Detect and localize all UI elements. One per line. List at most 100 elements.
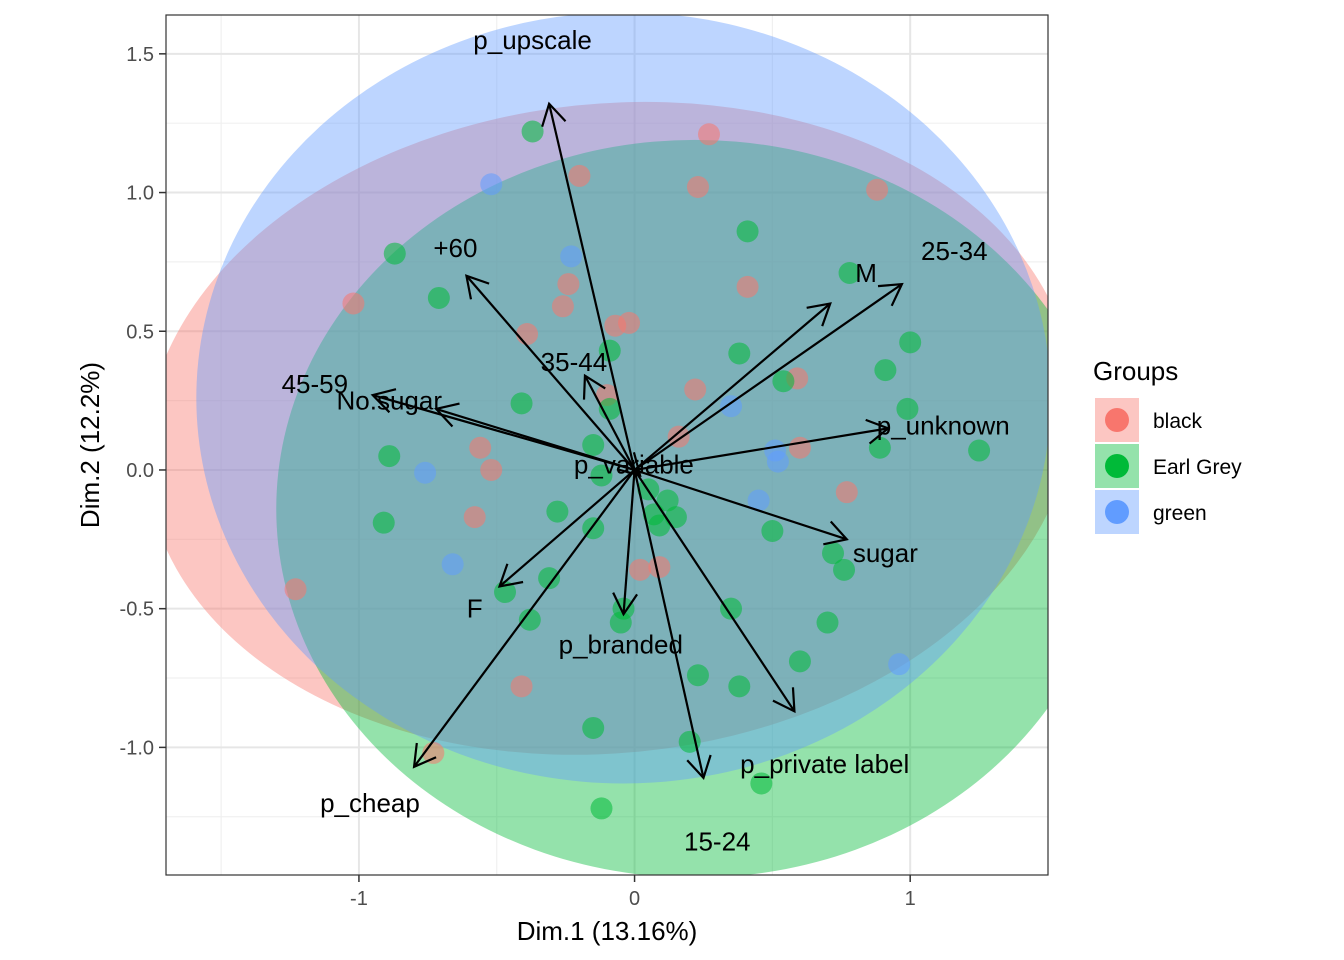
individual-points [284,120,991,820]
data-point [629,558,652,581]
data-point [868,436,891,459]
data-point [835,481,858,504]
arrow-head [865,418,891,445]
data-point [720,395,743,418]
arrow-head [686,754,712,781]
arrow-shaft [435,407,635,472]
data-point [342,292,365,315]
data-point [833,558,856,581]
legend: Groups black Earl Grey green [1093,356,1242,534]
y-tick-label: -1.0 [120,737,154,759]
arrow-35-44 [582,373,636,471]
y-axis-ticks: -1.0 -0.5 0.0 0.5 1.0 1.5 [120,44,166,759]
data-point [378,445,401,468]
data-point [788,650,811,673]
arrow-head [370,388,397,414]
data-point [822,542,845,565]
data-point [866,178,889,201]
arrow-25-34 [633,282,904,471]
data-point [747,489,770,512]
y-axis-label: Dim.2 (12.2%) [75,362,105,528]
x-tick-label: 1 [905,888,916,910]
data-point [372,511,395,534]
arrow-shaft [634,468,848,541]
data-point [521,120,544,143]
arrow-f [497,469,636,588]
data-point [516,323,539,346]
data-point [560,245,583,268]
arrow-shaft [583,375,636,471]
data-point [557,273,580,296]
arrow-sugar [634,468,849,546]
variable-label: sugar [853,538,918,568]
arrow-shaft [633,283,903,471]
arrow-head [464,274,490,300]
legend-title: Groups [1093,356,1178,386]
data-point [648,514,671,537]
x-tick-label: -1 [350,888,368,910]
arrow-p-branded [612,469,638,617]
arrow-m [633,302,832,471]
legend-item-earl-grey: Earl Grey [1095,444,1242,488]
arrow-shaft [634,427,889,472]
arrow-shaft [465,275,636,471]
arrow-shaft [633,469,796,712]
data-point [816,611,839,634]
data-point [414,461,437,484]
data-point [469,436,492,459]
legend-key-point [1105,454,1129,478]
data-point [618,311,641,334]
data-point [899,331,922,354]
data-point [686,176,709,198]
data-point [761,520,784,542]
variable-label: p_cheap [320,788,420,818]
arrow-head [823,520,849,546]
data-point [538,567,561,590]
x-axis-label: Dim.1 (13.16%) [517,916,698,946]
data-point [697,123,720,146]
variable-label: p_private label [740,749,909,779]
data-point [551,295,574,318]
arrow-head [772,687,796,714]
ellipse-green [196,15,1048,784]
data-point [684,378,707,401]
variable-label: 45-59 [282,369,349,399]
legend-item-green: green [1095,490,1207,534]
data-point [736,275,759,298]
data-point [510,675,533,698]
arrow-head [582,373,606,400]
data-point [546,500,569,523]
data-point [582,716,605,739]
data-point [582,434,605,456]
arrow-shaft [633,469,705,779]
data-point [480,173,503,196]
data-point [284,578,307,601]
data-point [728,342,751,365]
arrow-head [612,592,638,617]
y-tick-label: 1.5 [126,44,154,66]
data-point [383,242,406,265]
variable-label: p_upscale [473,25,592,55]
data-point [648,556,671,579]
data-point [568,164,591,187]
arrow-head [412,742,437,769]
data-point [838,262,861,284]
data-point [888,653,911,676]
data-point [736,220,759,243]
data-point [480,458,503,481]
variable-label: p_branded [559,630,683,660]
legend-label: Earl Grey [1153,456,1242,479]
y-tick-label: -0.5 [120,599,154,621]
variable-arrows [370,101,904,781]
arrow-shaft [548,103,636,471]
data-point [728,675,751,698]
data-point [441,553,464,576]
data-point [874,359,897,382]
legend-key-point [1105,500,1129,524]
data-point [772,370,795,393]
legend-label: green [1153,502,1207,525]
arrow-p-unknown [634,418,891,472]
arrow-15-24 [633,469,712,781]
data-point [720,597,743,620]
